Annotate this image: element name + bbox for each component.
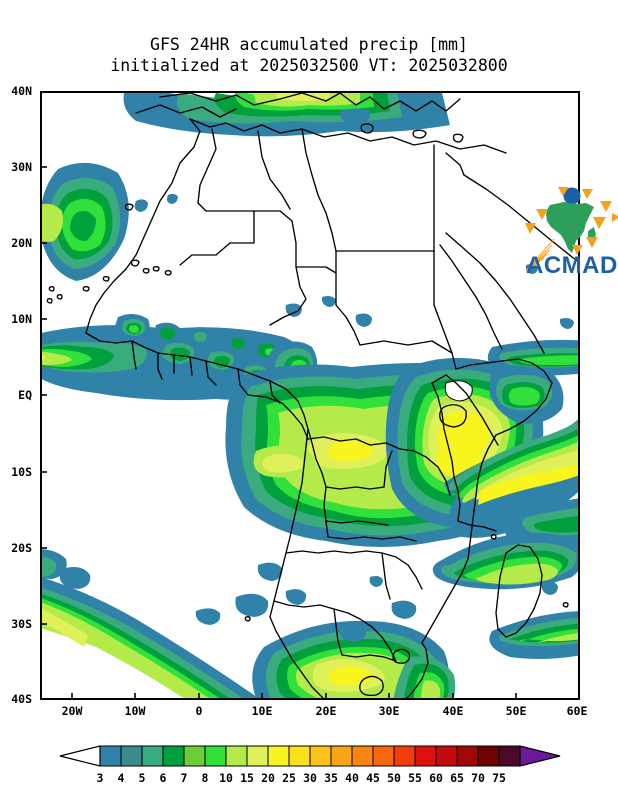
colorbar-under-arrow — [59, 745, 101, 767]
colorbar-cell — [393, 745, 416, 767]
xtick-50E: 50E — [505, 704, 527, 718]
xtick-10W: 10W — [124, 704, 146, 718]
colorbar-cell — [330, 745, 353, 767]
colorbar-tick-label: 15 — [240, 771, 254, 785]
colorbar-over-arrow — [519, 745, 561, 767]
ytick-30N: 30N — [11, 160, 32, 174]
ytick-10S: 10S — [11, 465, 32, 479]
chart-title: GFS 24HR accumulated precip [mm] initial… — [0, 34, 618, 76]
colorbar-tick-label: 25 — [282, 771, 296, 785]
colorbar-cell — [120, 745, 143, 767]
colorbar-tick-label: 75 — [492, 771, 506, 785]
country-borders-layer — [46, 92, 580, 700]
colorbar-tick-label: 30 — [303, 771, 317, 785]
colorbar-tick-label: 5 — [138, 771, 146, 785]
colorbar-tick-label: 6 — [159, 771, 167, 785]
xtick-0: 0 — [195, 704, 203, 718]
title-line-1: GFS 24HR accumulated precip [mm] — [150, 35, 468, 54]
colorbar-cell — [141, 745, 164, 767]
acmad-logo: ACMAD — [525, 187, 618, 279]
colorbar-cell — [162, 745, 185, 767]
colorbar-tick-label: 8 — [201, 771, 209, 785]
ytick-30S: 30S — [11, 617, 32, 631]
precipitation-map — [40, 91, 580, 700]
colorbar-cell-group — [99, 745, 521, 767]
precip-blob-southern-africa — [195, 562, 456, 700]
logo-fan-icon — [525, 238, 555, 272]
y-axis-labels: 40N 30N 20N 10N EQ 10S 20S 30S 40S — [0, 84, 40, 706]
map-plot-area: ACMAD — [40, 91, 618, 700]
precip-misc-pockets — [157, 264, 580, 642]
water-drop-icon — [563, 187, 581, 205]
colorbar-tick-label: 50 — [387, 771, 401, 785]
colorbar-cell — [456, 745, 479, 767]
colorbar-tick-label: 4 — [117, 771, 125, 785]
colorbar-tick-label: 35 — [324, 771, 338, 785]
acmad-wordmark: ACMAD — [526, 252, 618, 279]
x-axis-labels: 20W 10W 0 10E 20E 30E 40E 50E 60E — [40, 702, 588, 724]
xtick-10E: 10E — [251, 704, 273, 718]
ytick-10N: 10N — [11, 312, 32, 326]
title-line-2: initialized at 2025032500 VT: 2025032800 — [110, 56, 508, 75]
precip-field-layer — [40, 91, 580, 700]
axis-ticks — [40, 91, 580, 700]
colorbar-cell — [309, 745, 332, 767]
colorbar-cell — [435, 745, 458, 767]
ytick-40S: 40S — [11, 692, 32, 706]
colorbar-swatches — [59, 745, 561, 767]
precip-band-mozambique-channel — [432, 532, 580, 659]
colorbar-cell — [246, 745, 269, 767]
logo-arrow-icons — [525, 187, 618, 255]
ytick-EQ: EQ — [18, 388, 32, 402]
colorbar-tick-label: 3 — [96, 771, 104, 785]
xtick-60E: 60E — [566, 704, 588, 718]
colorbar-cell — [204, 745, 227, 767]
colorbar-cell — [414, 745, 437, 767]
xtick-30E: 30E — [378, 704, 400, 718]
colorbar-tick-label: 10 — [219, 771, 233, 785]
ytick-20S: 20S — [11, 541, 32, 555]
colorbar-tick-label: 60 — [429, 771, 443, 785]
colorbar-cell — [351, 745, 374, 767]
ytick-40N: 40N — [11, 84, 32, 98]
colorbar-cell — [267, 745, 290, 767]
colorbar: 3 4 5 6 7 8 10 15 20 25 30 35 40 45 50 55 60 65 70 75 — [40, 745, 580, 791]
xtick-20W: 20W — [61, 704, 83, 718]
colorbar-cell — [372, 745, 395, 767]
colorbar-cell — [477, 745, 500, 767]
colorbar-cell — [498, 745, 521, 767]
colorbar-tick-label: 65 — [450, 771, 464, 785]
colorbar-cell — [183, 745, 206, 767]
precip-blob-atlantic-northwest — [40, 162, 178, 281]
colorbar-cell — [288, 745, 311, 767]
colorbar-tick-label: 70 — [471, 771, 485, 785]
africa-silhouette-icon — [546, 202, 594, 253]
colorbar-tick-label: 55 — [408, 771, 422, 785]
colorbar-cell — [99, 745, 122, 767]
xtick-20E: 20E — [315, 704, 337, 718]
precip-band-indian-ocean — [444, 339, 580, 550]
colorbar-tick-label: 7 — [180, 771, 188, 785]
colorbar-tick-label: 40 — [345, 771, 359, 785]
xtick-40E: 40E — [442, 704, 464, 718]
ytick-20N: 20N — [11, 236, 32, 250]
precip-band-south-atlantic-front — [40, 549, 261, 700]
colorbar-tick-label: 20 — [261, 771, 275, 785]
colorbar-tick-label: 45 — [366, 771, 380, 785]
colorbar-cell — [225, 745, 248, 767]
